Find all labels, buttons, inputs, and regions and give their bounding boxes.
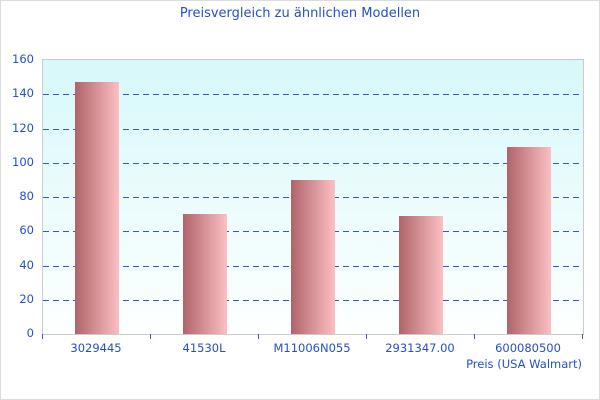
bar-41530L <box>183 214 227 334</box>
gridline-140 <box>43 94 583 96</box>
y-tick-label-20: 20 <box>19 291 34 306</box>
x-axis-tick <box>258 334 259 339</box>
x-axis-tick <box>366 334 367 339</box>
x-axis-title: Preis (USA Walmart) <box>466 357 582 371</box>
x-axis-tick <box>150 334 151 339</box>
x-category-label-41530L: 41530L <box>182 341 226 355</box>
x-axis-tick <box>42 334 43 339</box>
y-tick-label-160: 160 <box>12 52 34 66</box>
bar-600080500 <box>507 147 551 334</box>
x-category-label-3029445: 3029445 <box>70 341 122 355</box>
y-tick-label-60: 60 <box>19 223 34 238</box>
y-tick-label-140: 140 <box>12 86 34 101</box>
plot-area <box>42 59 584 335</box>
chart-title: Preisvergleich zu ähnlichen Modellen <box>179 6 421 21</box>
y-tick-label-120: 120 <box>12 120 34 135</box>
x-category-label-2931347.00: 2931347.00 <box>385 341 455 355</box>
gridline-100 <box>43 162 583 164</box>
x-axis-tick <box>474 334 475 339</box>
y-tick-label-0: 0 <box>26 326 34 340</box>
y-tick-label-40: 40 <box>19 257 34 272</box>
x-category-label-M11006N055: M11006N055 <box>273 341 351 355</box>
bar-3029445 <box>75 82 119 334</box>
bar-M11006N055 <box>291 180 335 334</box>
bar-2931347.00 <box>399 216 443 334</box>
gridline-120 <box>43 128 583 130</box>
y-tick-label-80: 80 <box>19 189 34 203</box>
x-category-label-600080500: 600080500 <box>495 341 561 355</box>
x-axis-tick <box>582 334 583 339</box>
y-tick-label-100: 100 <box>12 154 34 169</box>
